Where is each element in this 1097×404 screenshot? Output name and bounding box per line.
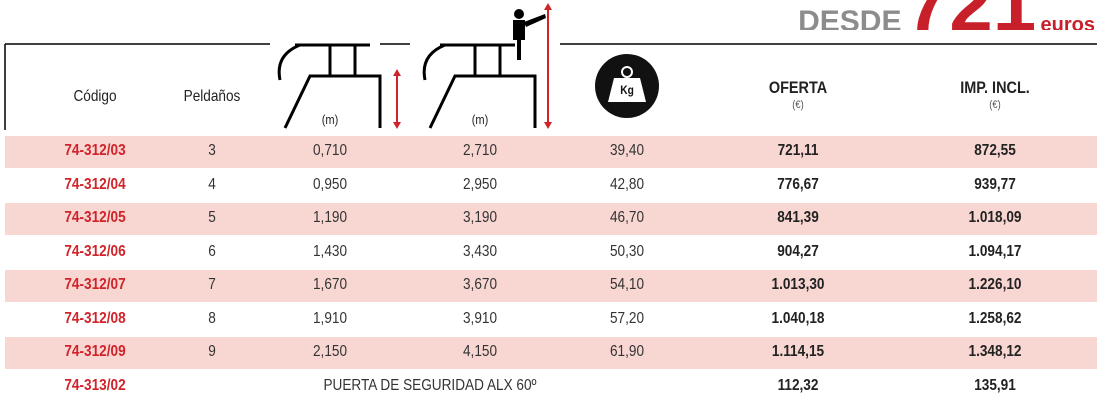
table-row: 74-312/07 7 1,670 3,670 54,10 1.013,30 1.226,1…: [5, 270, 1097, 302]
table-cell: 1.013,30: [771, 276, 825, 293]
table-cell: 4,150: [462, 343, 498, 360]
table-cell: 1,190: [312, 209, 348, 226]
table-cell: 42,80: [609, 175, 645, 193]
header-kg: Kg: [620, 83, 634, 97]
table-cell: 4: [208, 175, 216, 193]
table-cell: 1.094,17: [968, 242, 1022, 260]
product-code: 74-312/06: [64, 242, 126, 260]
table-cell: 904,27: [777, 242, 819, 260]
table-cell: 3,670: [462, 276, 498, 293]
table-cell: 3,910: [462, 309, 498, 327]
table-cell: 7: [208, 276, 216, 293]
table-cell: 135,91: [974, 376, 1016, 394]
table-row: 74-313/02 PUERTA DE SEGURIDAD ALX 60º 112,…: [5, 370, 1097, 403]
table-row: 74-312/08 8 1,910 3,910 57,20 1.040,18 1.258,6…: [5, 303, 1097, 336]
header-graphics: [4, 3, 1097, 130]
header-unit: (€): [989, 99, 1001, 111]
product-code: 74-312/07: [64, 276, 126, 293]
table-cell: PUERTA DE SEGURIDAD ALX 60º: [323, 376, 537, 394]
product-code: 74-313/02: [64, 376, 126, 394]
table-cell: 1.040,18: [771, 309, 825, 327]
banner-price: 721: [906, 0, 1036, 30]
product-code: 74-312/03: [64, 142, 126, 159]
table-cell: 2,150: [312, 343, 348, 360]
table-cell: 112,32: [777, 376, 819, 394]
table-cell: 1.114,15: [771, 343, 825, 360]
table-row: 74-312/09 9 2,150 4,150 61,90 1.114,15 1.348,1…: [5, 337, 1097, 369]
table-row: 74-312/03 3 0,710 2,710 39,40 721,11 872,55: [5, 136, 1097, 168]
table-row: 74-312/04 4 0,950 2,950 42,80 776,67 939,77: [5, 169, 1097, 202]
table-cell: 6: [208, 242, 216, 260]
table-cell: 8: [208, 309, 216, 327]
table-cell: 0,710: [312, 142, 348, 159]
banner: DESDE 721 euros: [798, 0, 1095, 30]
table-cell: 57,20: [609, 309, 645, 327]
table-cell: 50,30: [609, 242, 645, 260]
table-cell: 1.018,09: [968, 209, 1022, 226]
header-label: Peldaños: [183, 88, 241, 105]
header-label: IMP. INCL.: [960, 78, 1030, 97]
table-cell: 939,77: [974, 175, 1016, 193]
table-cell: 5: [208, 209, 216, 226]
table-cell: 1.258,62: [968, 309, 1022, 327]
table-row: 74-312/06 6 1,430 3,430 50,30 904,27 1.094,17: [5, 236, 1097, 269]
header-unit: (€): [792, 99, 804, 111]
table-cell: 1.226,10: [968, 276, 1022, 293]
table-cell: 46,70: [609, 209, 645, 226]
table-cell: 1,910: [312, 309, 348, 327]
table-cell: 3,190: [462, 209, 498, 226]
table-cell: 54,10: [609, 276, 645, 293]
table-cell: 0,950: [312, 175, 348, 193]
table-cell: 3,430: [462, 242, 498, 260]
header-label: OFERTA: [768, 78, 828, 97]
table-cell: 872,55: [974, 142, 1016, 159]
table-cell: 776,67: [777, 175, 819, 193]
header-label: (m): [471, 112, 489, 127]
table-cell: 2,950: [462, 175, 498, 193]
table-row: 74-312/05 5 1,190 3,190 46,70 841,39 1.018,09: [5, 203, 1097, 235]
header-label: Código: [73, 88, 117, 105]
header-label: (m): [321, 112, 339, 127]
product-code: 74-312/08: [64, 309, 126, 327]
table-cell: 39,40: [609, 142, 645, 159]
banner-prefix: DESDE: [798, 5, 902, 30]
table-cell: 1,670: [312, 276, 348, 293]
table-cell: 3: [208, 142, 216, 159]
product-code: 74-312/04: [64, 175, 126, 193]
table-cell: 9: [208, 343, 216, 360]
product-code: 74-312/05: [64, 209, 126, 226]
table-cell: 61,90: [609, 343, 645, 360]
table-cell: 1,430: [312, 242, 348, 260]
table-cell: 841,39: [777, 209, 819, 226]
banner-suffix: euros: [1040, 14, 1095, 30]
product-code: 74-312/09: [64, 343, 126, 360]
table-cell: 721,11: [777, 142, 819, 159]
table-cell: 2,710: [462, 142, 498, 159]
table-cell: 1.348,12: [968, 343, 1022, 360]
